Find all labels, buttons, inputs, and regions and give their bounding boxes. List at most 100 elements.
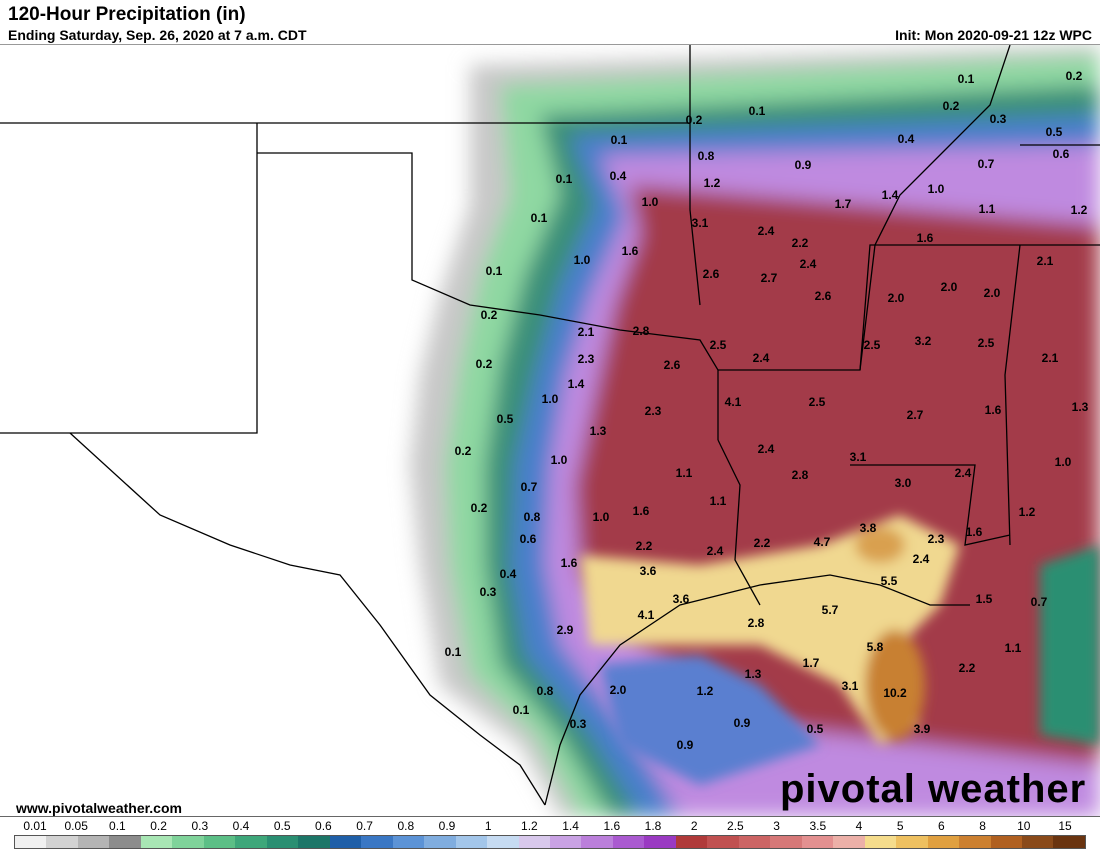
model-init-label: Init: Mon 2020-09-21 12z WPC xyxy=(895,27,1092,43)
precip-value-label: 1.7 xyxy=(834,197,852,211)
precip-value-label: 0.1 xyxy=(555,172,573,186)
precip-value-label: 2.2 xyxy=(753,536,771,550)
precip-value-label: 3.9 xyxy=(913,722,931,736)
precip-value-label: 2.3 xyxy=(644,404,662,418)
legend-tick-label: 3 xyxy=(773,819,780,833)
state-borders xyxy=(0,45,1100,806)
legend-tick-label: 1.2 xyxy=(521,819,538,833)
precip-value-label: 2.6 xyxy=(702,267,720,281)
precip-value-label: 0.3 xyxy=(569,717,587,731)
precip-value-label: 2.5 xyxy=(808,395,826,409)
legend-swatch xyxy=(392,836,425,848)
precip-value-label: 3.0 xyxy=(894,476,912,490)
precip-value-label: 0.7 xyxy=(520,480,538,494)
precip-value-label: 2.1 xyxy=(1036,254,1054,268)
legend-tick-label: 0.9 xyxy=(438,819,456,833)
precip-value-label: 1.0 xyxy=(927,182,945,196)
precip-value-label: 1.2 xyxy=(703,176,721,190)
precip-value-label: 1.1 xyxy=(978,202,996,216)
precip-value-label: 2.4 xyxy=(799,257,817,271)
precip-value-label: 1.1 xyxy=(675,466,693,480)
precip-value-label: 3.6 xyxy=(639,564,657,578)
legend-swatch xyxy=(172,836,204,848)
legend-tick-label: 0.2 xyxy=(150,819,167,833)
precip-value-label: 0.9 xyxy=(676,738,694,752)
legend-tick-label: 0.8 xyxy=(397,819,415,833)
legend-swatch xyxy=(833,836,865,848)
legend-swatch xyxy=(707,836,739,848)
legend-swatch xyxy=(1053,836,1085,848)
precip-value-label: 2.5 xyxy=(709,338,727,352)
precip-value-label: 1.2 xyxy=(1018,505,1036,519)
precip-value-label: 1.1 xyxy=(1004,641,1022,655)
legend-tick-label: 0.1 xyxy=(109,819,126,833)
precip-value-label: 0.1 xyxy=(957,72,975,86)
precip-value-label: 2.6 xyxy=(814,289,832,303)
color-legend: 0.01 0.05 0.1 0.2 0.3 0.4 0.5 0.6 0.7 0.8 0.9 1 1.2 1… xyxy=(0,816,1100,851)
legend-swatch xyxy=(140,836,173,848)
precip-value-label: 5.7 xyxy=(821,603,839,617)
precip-value-label: 1.6 xyxy=(916,231,934,245)
precip-value-label: 2.2 xyxy=(791,236,809,250)
legend-swatch xyxy=(329,836,362,848)
precip-value-label: 3.1 xyxy=(841,679,859,693)
precip-value-label: 10.2 xyxy=(883,686,907,700)
precip-value-label: 0.2 xyxy=(1065,69,1083,83)
legend-swatch xyxy=(927,836,960,848)
precip-value-label: 3.2 xyxy=(914,334,932,348)
precip-value-label: 0.5 xyxy=(806,722,824,736)
precip-value-label: 0.6 xyxy=(519,532,537,546)
website-url: www.pivotalweather.com xyxy=(16,800,182,816)
precip-value-label: 3.6 xyxy=(672,592,690,606)
precip-value-label: 2.5 xyxy=(863,338,881,352)
legend-swatch xyxy=(675,836,708,848)
legend-tick-label: 8 xyxy=(979,819,986,833)
precipitation-map[interactable]: 0.2 0.1 0.1 0.2 0.2 0.3 0.5 0.6 0.1 0.8 0.9 0.4 0.7 0… xyxy=(0,44,1100,817)
precip-value-label: 0.1 xyxy=(512,703,530,717)
precip-value-label: 1.6 xyxy=(621,244,639,258)
legend-swatch xyxy=(801,836,834,848)
precip-value-label: 4.1 xyxy=(637,608,655,622)
precip-value-label: 1.0 xyxy=(592,510,610,524)
legend-swatch xyxy=(1022,836,1054,848)
legend-tick-label: 3.5 xyxy=(809,819,827,833)
precip-value-label: 0.4 xyxy=(897,132,915,146)
legend-swatch xyxy=(235,836,267,848)
brand-logo: pivotal weather xyxy=(780,767,1087,811)
precip-value-label: 0.3 xyxy=(989,112,1007,126)
precip-value-label: 2.3 xyxy=(927,532,945,546)
valid-time-subtitle: Ending Saturday, Sep. 26, 2020 at 7 a.m.… xyxy=(8,27,307,43)
precip-value-label: 3.1 xyxy=(691,216,709,230)
legend-swatch xyxy=(15,836,47,848)
precip-value-label: 2.0 xyxy=(983,286,1001,300)
precip-value-label: 1.7 xyxy=(802,656,820,670)
legend-tick-label: 0.3 xyxy=(191,819,209,833)
precip-value-label: 1.3 xyxy=(1071,400,1089,414)
precip-value-label: 1.6 xyxy=(965,525,983,539)
precip-value-label: 5.8 xyxy=(866,640,884,654)
precip-value-label: 2.8 xyxy=(747,616,765,630)
precip-value-label: 1.1 xyxy=(709,494,727,508)
precip-value-label: 0.7 xyxy=(1030,595,1048,609)
precip-value-label: 0.2 xyxy=(454,444,472,458)
precip-heavy xyxy=(580,515,1100,785)
precip-value-label: 4.1 xyxy=(724,395,742,409)
precip-value-label: 1.6 xyxy=(984,403,1002,417)
legend-tick-label: 1.6 xyxy=(603,819,621,833)
precip-value-label: 5.5 xyxy=(880,574,898,588)
legend-swatch xyxy=(424,836,456,848)
precip-value-label: 2.2 xyxy=(958,661,976,675)
precip-value-label: 2.5 xyxy=(977,336,995,350)
precip-value-label: 1.3 xyxy=(744,667,762,681)
precip-value-label: 1.0 xyxy=(550,453,568,467)
precip-value-label: 0.1 xyxy=(485,264,503,278)
legend-swatch xyxy=(46,836,78,848)
precip-value-label: 2.4 xyxy=(706,544,724,558)
legend-tick-label: 1.8 xyxy=(644,819,662,833)
precip-value-label: 0.1 xyxy=(610,133,628,147)
precip-value-label: 1.0 xyxy=(573,253,591,267)
precip-value-label: 2.1 xyxy=(577,325,595,339)
precip-value-label: 0.9 xyxy=(733,716,751,730)
precip-value-label: 2.2 xyxy=(635,539,653,553)
precip-value-label: 0.2 xyxy=(470,501,488,515)
